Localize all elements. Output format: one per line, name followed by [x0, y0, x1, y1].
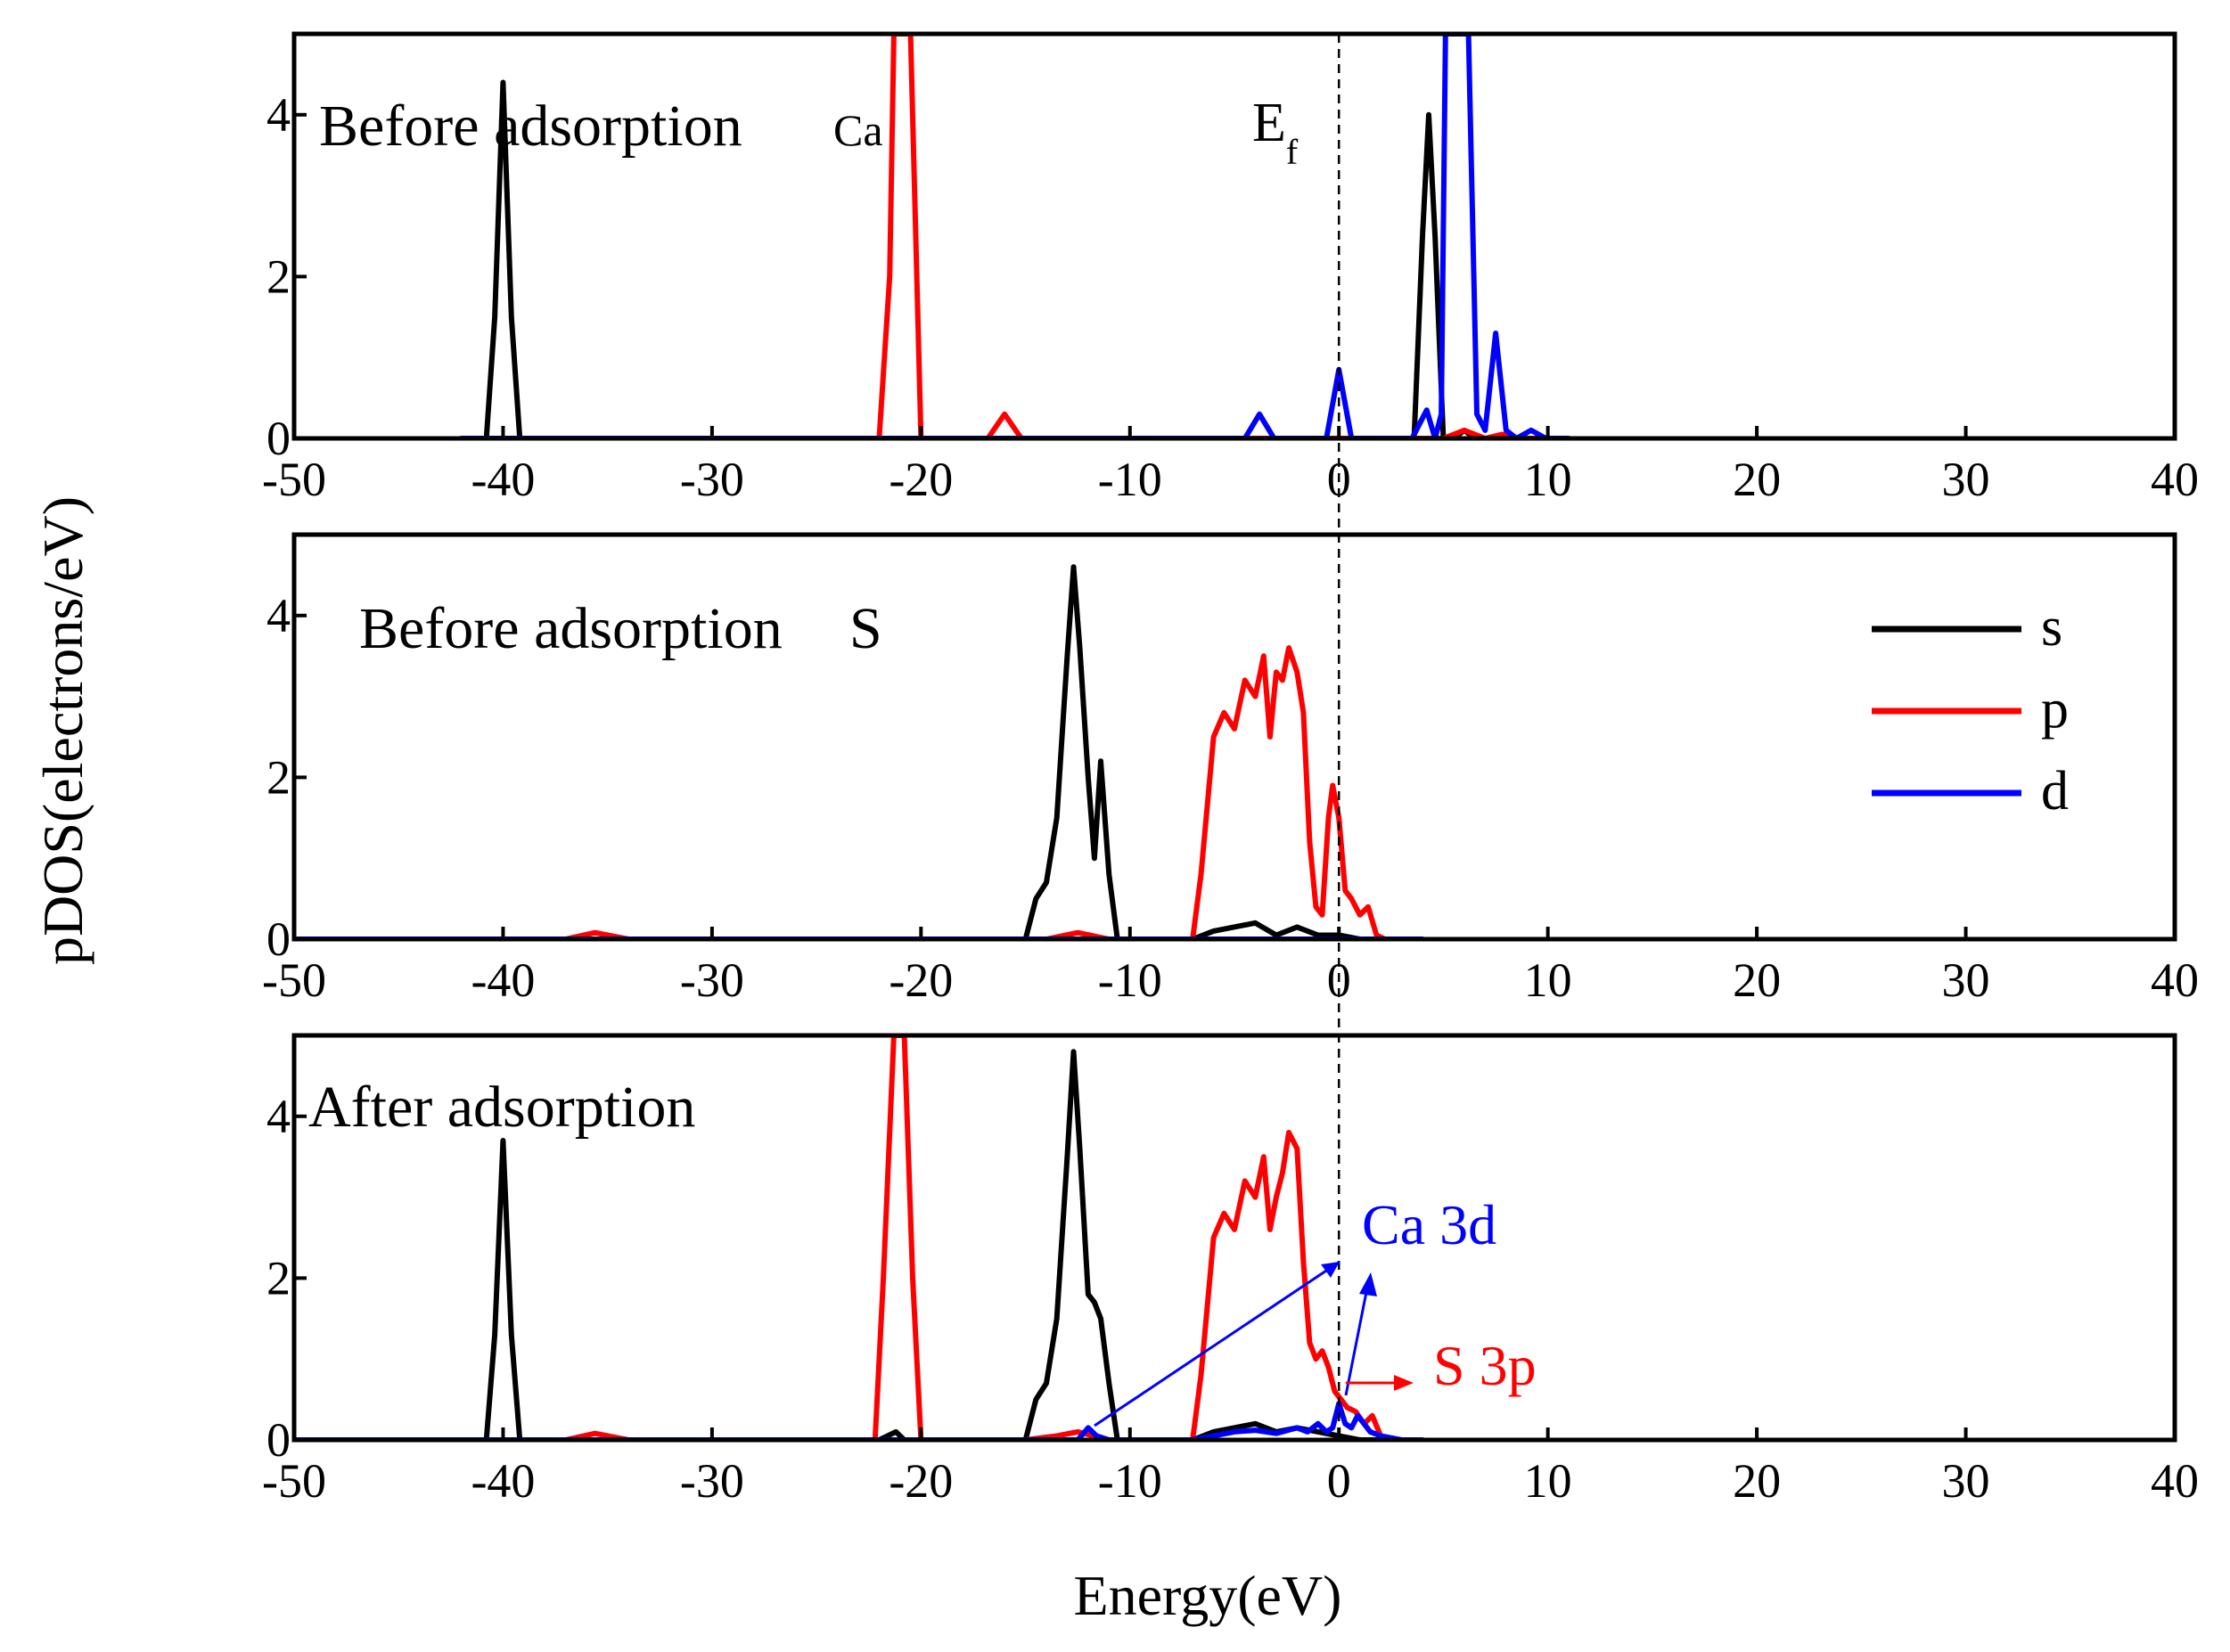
y-tick-label: 0 [266, 1413, 291, 1467]
ca3d-arrowhead-1 [1321, 1262, 1340, 1278]
panel-3: -50 -40 -30 -20 -10 0 10 20 30 40 0 2 4 After adsorpt… [262, 1033, 2199, 1508]
x-tick-label: 40 [2151, 1454, 2199, 1508]
x-tick-label: 10 [1524, 453, 1572, 506]
series-p-line [294, 1035, 1425, 1440]
fermi-label-main: E [1252, 93, 1286, 153]
x-tick-label: 10 [1524, 953, 1572, 1007]
ca3d-arrow-1 [1094, 1260, 1340, 1427]
ca3d-arrowhead-2 [1359, 1272, 1377, 1296]
x-tick-label: 20 [1733, 453, 1781, 506]
panel-title: After adsorption [308, 1075, 695, 1140]
x-tick-label: -50 [262, 953, 326, 1007]
series-p-line [294, 645, 1425, 939]
x-tick-label: -20 [889, 953, 953, 1007]
panel-species-label: S [849, 596, 882, 661]
x-tick-label: 20 [1733, 1454, 1781, 1508]
y-tick-label: 2 [266, 249, 291, 303]
x-tick-label: 20 [1733, 953, 1781, 1007]
ca3d-annotation: Ca 3d [1362, 1193, 1496, 1256]
series-s-line [294, 564, 1384, 939]
x-tick-label: 30 [1942, 1454, 1990, 1508]
ca3d-arrow-2 [1344, 1282, 1370, 1396]
x-tick-label: 0 [1327, 1454, 1351, 1508]
x-tick-label: 40 [2151, 953, 2199, 1007]
s3p-arrowhead [1394, 1375, 1414, 1391]
annotations: Ca 3d S 3p [1094, 1193, 1537, 1427]
series-s-line [294, 1049, 1384, 1440]
legend: spd [1872, 597, 2069, 822]
legend-label-d: d [2041, 761, 2069, 822]
x-tick-label: -10 [1098, 453, 1162, 506]
plot-frame [291, 31, 2177, 441]
x-tick-label: -50 [262, 1454, 326, 1508]
x-tick-label: -30 [680, 953, 744, 1007]
x-axis-label: Energy(eV) [1074, 1564, 1342, 1627]
y-tick-label: 2 [266, 750, 291, 804]
x-tick-label: -30 [680, 1454, 744, 1508]
fermi-label: Ef [1252, 93, 1299, 172]
x-tick-label: -10 [1098, 953, 1162, 1007]
x-tick-label: 30 [1942, 453, 1990, 506]
y-tick-label: 4 [266, 1090, 291, 1143]
x-tick-label: -20 [889, 453, 953, 506]
y-tick-label: 0 [266, 412, 291, 465]
x-tick-label: -10 [1098, 1454, 1162, 1508]
panel-title: Before adsorption [319, 94, 742, 159]
plot-frame [291, 1033, 2177, 1443]
x-tick-label: 10 [1524, 1454, 1572, 1508]
y-axis-label: pDOS(electrons/eV) [31, 496, 94, 965]
x-tick-label: -40 [471, 1454, 535, 1508]
x-tick-label: 30 [1942, 953, 1990, 1007]
x-tick-label: -30 [680, 453, 744, 506]
x-tick-label: -40 [471, 453, 535, 506]
y-tick-label: 4 [266, 88, 291, 142]
x-tick-label: -40 [471, 953, 535, 1007]
panel-title: Before adsorption [359, 596, 783, 661]
x-tick-label: -50 [262, 453, 326, 506]
series-d-line [458, 34, 1572, 438]
y-tick-label: 0 [266, 912, 291, 966]
x-tick-label: -20 [889, 1454, 953, 1508]
series-group [294, 564, 1425, 939]
fermi-level: Ef [1252, 34, 1340, 1440]
panel-species-label: Ca [833, 105, 883, 155]
y-tick-label: 4 [266, 589, 291, 642]
s3p-annotation: S 3p [1433, 1334, 1537, 1397]
y-tick-label: 2 [266, 1251, 291, 1304]
fermi-label-sub: f [1286, 132, 1299, 172]
plot-frame [291, 532, 2177, 942]
legend-label-p: p [2041, 679, 2069, 740]
legend-label-s: s [2041, 597, 2062, 658]
x-tick-label: 40 [2151, 453, 2199, 506]
